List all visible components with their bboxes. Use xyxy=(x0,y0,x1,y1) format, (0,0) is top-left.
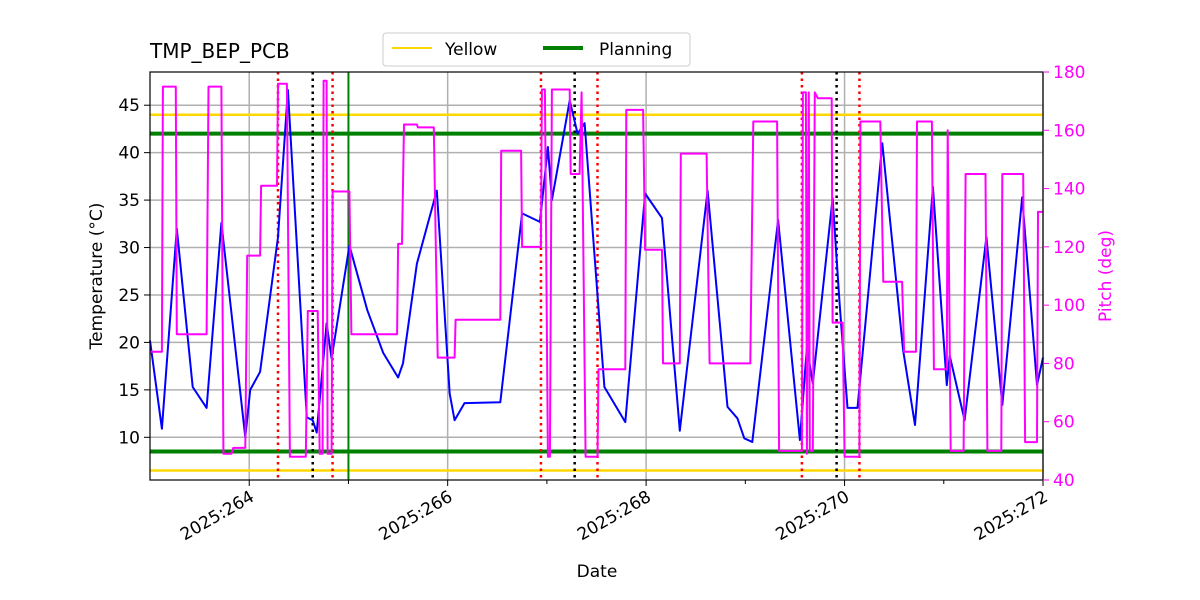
x-tick-label: 2025:270 xyxy=(773,487,854,545)
legend: Yellow Planning xyxy=(382,32,691,67)
legend-box xyxy=(382,32,691,67)
y2-tick-label: 120 xyxy=(1053,238,1085,258)
x-axis-label: Date xyxy=(577,562,618,582)
y2-axis-label: Pitch (deg) xyxy=(1096,230,1116,322)
series-line-pitch xyxy=(150,79,1043,458)
y-tick-label: 30 xyxy=(118,239,140,259)
x-tick-label: 2025:266 xyxy=(376,487,457,545)
x-tick-label: 2025:268 xyxy=(574,487,655,545)
y-tick-label: 10 xyxy=(118,428,140,448)
y2-tick-label: 100 xyxy=(1053,296,1085,316)
y2-tick-label: 80 xyxy=(1053,354,1075,374)
x-tick-label: 2025:264 xyxy=(177,487,258,545)
y-tick-label: 15 xyxy=(118,381,140,401)
y2-tick-label: 160 xyxy=(1053,121,1085,141)
y2-tick-label: 140 xyxy=(1053,180,1085,200)
plot-frame xyxy=(149,71,1044,481)
y2-tick-label: 180 xyxy=(1053,63,1085,83)
y-tick-label: 40 xyxy=(118,144,140,164)
legend-label-planning: Planning xyxy=(599,40,672,60)
chart-title: TMP_BEP_PCB xyxy=(149,39,290,63)
legend-label-yellow: Yellow xyxy=(444,40,497,60)
y-tick-label: 25 xyxy=(118,286,140,306)
y-tick-label: 35 xyxy=(118,191,140,211)
y-axis-label: Temperature (°C) xyxy=(87,203,107,351)
series-line-temperature xyxy=(149,89,1044,443)
y-tick-label: 20 xyxy=(118,333,140,353)
y-tick-label: 45 xyxy=(118,96,140,116)
y2-tick-label: 40 xyxy=(1053,471,1075,491)
series xyxy=(149,79,1044,458)
y2-tick-label: 60 xyxy=(1053,413,1075,433)
x-tick-label: 2025:272 xyxy=(971,487,1052,545)
